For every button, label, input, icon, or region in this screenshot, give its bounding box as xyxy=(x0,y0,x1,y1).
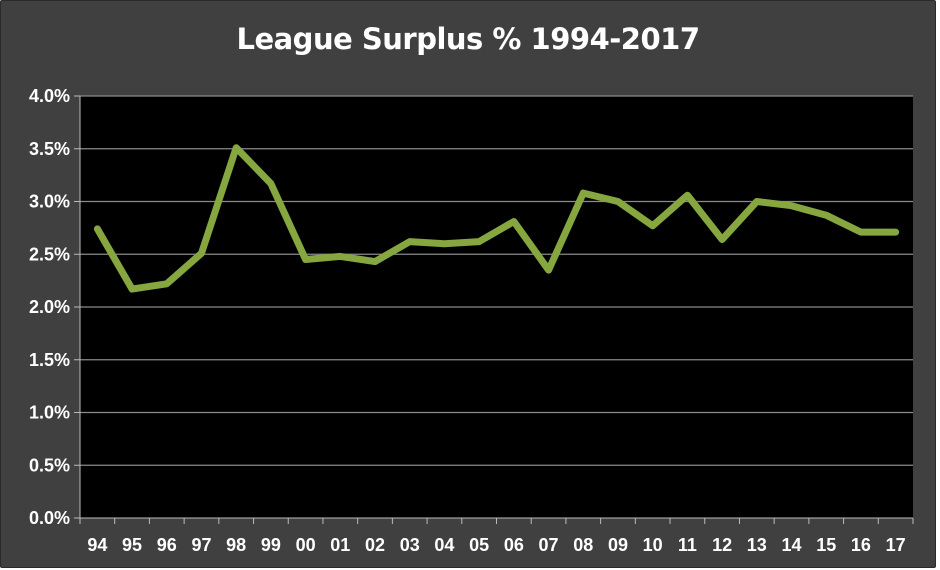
x-tick-label: 17 xyxy=(886,535,906,555)
x-tick-label: 10 xyxy=(643,535,663,555)
x-tick-label: 05 xyxy=(469,535,489,555)
gridlines xyxy=(80,95,913,466)
x-tick-label: 96 xyxy=(157,535,177,555)
x-tick-label: 14 xyxy=(782,535,802,555)
y-axis: 0.0% 0.5% 1.0% 1.5% 2.0% 2.5% 3.0% 3.5% 4.0% xyxy=(29,86,81,528)
y-tick-label: 4.0% xyxy=(29,86,70,106)
series-layer xyxy=(93,144,900,293)
x-tick-label: 03 xyxy=(400,535,420,555)
y-tick-label: 0.5% xyxy=(29,455,70,475)
x-tick-label: 09 xyxy=(608,535,628,555)
y-tick-label: 1.5% xyxy=(29,350,70,370)
x-tick-label: 06 xyxy=(504,535,524,555)
y-tick-label: 2.5% xyxy=(29,244,70,264)
x-tick-label: 95 xyxy=(122,535,142,555)
x-tick-label: 11 xyxy=(678,535,697,555)
x-tick-label: 08 xyxy=(573,535,593,555)
x-tick-label: 13 xyxy=(747,535,767,555)
y-tick-label: 2.0% xyxy=(29,297,70,317)
x-tick-label: 99 xyxy=(261,535,281,555)
x-tick-label: 07 xyxy=(539,535,559,555)
x-tick-label: 04 xyxy=(434,535,454,555)
chart-title: League Surplus % 1994-2017 xyxy=(236,22,700,56)
x-tick-label: 97 xyxy=(191,535,211,555)
series-line xyxy=(93,144,900,293)
y-tick-label: 3.5% xyxy=(29,139,70,159)
x-tick-label: 01 xyxy=(330,535,350,555)
x-tick-label: 00 xyxy=(296,535,316,555)
x-tick-label: 94 xyxy=(87,535,107,555)
y-tick-label: 3.0% xyxy=(29,192,70,212)
x-tick-label: 02 xyxy=(365,535,385,555)
y-tick-label: 1.0% xyxy=(29,403,70,423)
x-tick-label: 16 xyxy=(851,535,871,555)
x-tick-label: 98 xyxy=(226,535,246,555)
x-axis: 94 95 96 97 98 99 00 01 02 03 04 05 06 07 08 09 10 11 12 13… xyxy=(79,517,914,555)
x-tick-label: 12 xyxy=(712,535,732,555)
x-tick-label: 15 xyxy=(816,535,836,555)
y-tick-label: 0.0% xyxy=(29,508,70,528)
